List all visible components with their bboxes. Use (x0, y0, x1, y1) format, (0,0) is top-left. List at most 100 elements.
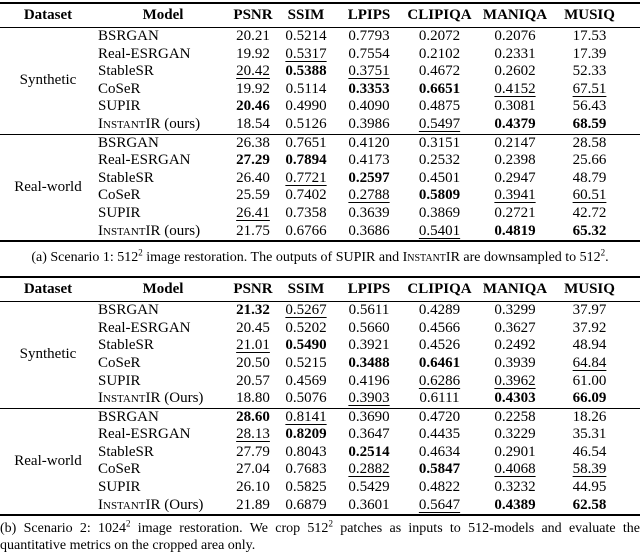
caption-text: InstantIR (402, 250, 460, 266)
metric-cell: 0.5267 (285, 302, 327, 319)
table-row: Real-world BSRGAN 26.38 0.7651 0.4120 0.3151 0… (0, 133, 640, 242)
metric-cell: 0.7651 (276, 133, 336, 153)
col-header-lpips: LPIPS (336, 277, 402, 303)
metric-cell: 25.66 (572, 152, 607, 169)
metric-cell: 0.3690 (336, 407, 402, 427)
metric-cell: 0.3962 (494, 372, 536, 389)
model-cell: Real-ESRGAN (98, 319, 191, 336)
model-cell: Real-ESRGAN (98, 45, 191, 62)
metric-cell: 0.2947 (494, 169, 536, 186)
col-header-clipiqa: CLIPIQA (402, 277, 477, 303)
metric-cell: 65.32 (572, 222, 607, 239)
model-name-smallcaps: InstantIR (98, 115, 161, 132)
model-cell: InstantIR (ours) (98, 222, 201, 239)
metric-cell: 0.6766 (285, 222, 327, 239)
metric-cell: 0.8209 (285, 426, 327, 443)
metric-cell: 0.4379 (494, 115, 536, 132)
metric-cell: 27.79 (236, 443, 270, 460)
caption-text: image restoration. The outputs of SUPIR … (142, 250, 403, 266)
metric-cell: 48.94 (572, 337, 607, 354)
metric-cell: 25.59 (236, 187, 270, 204)
col-header-model: Model (96, 3, 230, 28)
metric-cell: 0.2597 (348, 169, 390, 186)
dataset-cell: Synthetic (19, 346, 77, 363)
table-row: SUPIR 20.57 0.4569 0.4196 0.6286 0.3962 61.00 (0, 373, 640, 391)
table-row: CoSeR 27.04 0.7683 0.2882 0.5847 0.4068 58.39 (0, 461, 640, 479)
metric-cell: 18.54 (236, 115, 270, 132)
metric-cell: 0.2102 (418, 45, 461, 62)
metric-cell: 68.59 (572, 115, 607, 132)
metric-cell: 0.3081 (494, 98, 536, 115)
metric-cell: 0.2331 (494, 45, 536, 62)
metric-cell: 17.39 (572, 45, 607, 62)
metric-cell: 0.7554 (348, 45, 390, 62)
model-cell: StableSR (98, 443, 154, 460)
metric-cell: 0.4389 (494, 496, 536, 513)
metric-cell: 0.4303 (494, 390, 536, 407)
model-cell: StableSR (98, 337, 154, 354)
metric-cell: 0.5611 (348, 302, 390, 319)
metric-cell: 0.4120 (336, 133, 402, 153)
metric-cell: 27.29 (236, 152, 270, 169)
metric-cell: 0.8141 (276, 407, 336, 427)
metric-cell: 0.3601 (348, 496, 390, 513)
col-header-musiq: MUSIQ (553, 277, 640, 303)
metric-cell: 0.4875 (418, 98, 461, 115)
metric-cell: 20.21 (236, 28, 270, 44)
metric-cell: 0.4068 (494, 461, 536, 478)
col-header-psnr: PSNR (230, 277, 276, 303)
table-row: InstantIR (Ours) 18.80 0.5076 0.3903 0.6111 0… (0, 390, 640, 408)
table-header: Dataset Model PSNR SSIM LPIPS CLIPIQA MA… (0, 277, 640, 303)
metric-cell: 0.3941 (494, 187, 536, 204)
metric-cell: 0.3353 (348, 80, 390, 97)
metric-cell: 0.3151 (402, 133, 477, 153)
metric-cell: 62.58 (572, 496, 607, 513)
metric-cell: 64.84 (572, 354, 607, 371)
model-cell: SUPIR (98, 372, 141, 389)
metric-cell: 0.2258 (477, 407, 553, 427)
metric-cell: 0.4196 (348, 372, 390, 389)
metric-cell: 0.2398 (494, 152, 536, 169)
metric-cell: 26.10 (236, 479, 270, 496)
metric-cell: 18.80 (236, 390, 270, 407)
caption-text: patches as inputs to 512-models and eval… (0, 521, 640, 553)
superscript: 2 (328, 518, 333, 529)
metric-cell: 0.2492 (494, 337, 536, 354)
metric-cell: 0.4090 (348, 98, 390, 115)
metric-cell: 0.5388 (285, 63, 327, 80)
model-cell: StableSR (98, 63, 154, 80)
model-cell: Real-ESRGAN (98, 426, 191, 443)
metric-cell: 28.60 (230, 407, 276, 427)
model-cell: BSRGAN (96, 407, 230, 427)
caption-scenario-1: (a) Scenario 1: 5122 image restoration. … (0, 248, 640, 266)
metric-cell: 21.89 (236, 496, 270, 513)
model-cell: SUPIR (98, 479, 141, 496)
metric-cell: 28.13 (236, 426, 270, 443)
model-cell: StableSR (98, 169, 154, 186)
metric-cell: 0.5647 (418, 496, 461, 513)
table-row: StableSR 26.40 0.7721 0.2597 0.4501 0.2947 48.… (0, 170, 640, 188)
metric-cell: 20.46 (236, 98, 270, 115)
table-row: Real-ESRGAN 19.92 0.5317 0.7554 0.2102 0.2331… (0, 46, 640, 64)
metric-cell: 0.4634 (418, 443, 461, 460)
metric-cell: 0.6286 (418, 372, 461, 389)
metric-cell: 0.2532 (418, 152, 461, 169)
metric-cell: 0.4822 (418, 479, 461, 496)
metric-cell: 44.95 (572, 479, 607, 496)
dataset-cell: Real-world (0, 133, 96, 242)
col-header-ssim: SSIM (276, 277, 336, 303)
model-cell: BSRGAN (96, 133, 230, 153)
metric-cell: 0.5660 (348, 319, 390, 336)
metric-cell: 19.92 (236, 80, 270, 97)
metric-cell: 0.3921 (348, 337, 390, 354)
metric-cell: 0.2602 (494, 63, 536, 80)
metric-cell: 0.3232 (494, 479, 536, 496)
table-scenario-1: Dataset Model PSNR SSIM LPIPS CLIPIQA MA… (0, 2, 640, 243)
metric-cell: 0.5317 (285, 45, 327, 62)
metric-cell: 0.7683 (285, 461, 327, 478)
model-cell: Real-ESRGAN (98, 152, 191, 169)
metric-cell: 56.43 (572, 98, 607, 115)
metric-cell: 0.7894 (285, 152, 327, 169)
metric-cell: 0.3229 (494, 426, 536, 443)
metric-cell: 58.39 (572, 461, 607, 478)
